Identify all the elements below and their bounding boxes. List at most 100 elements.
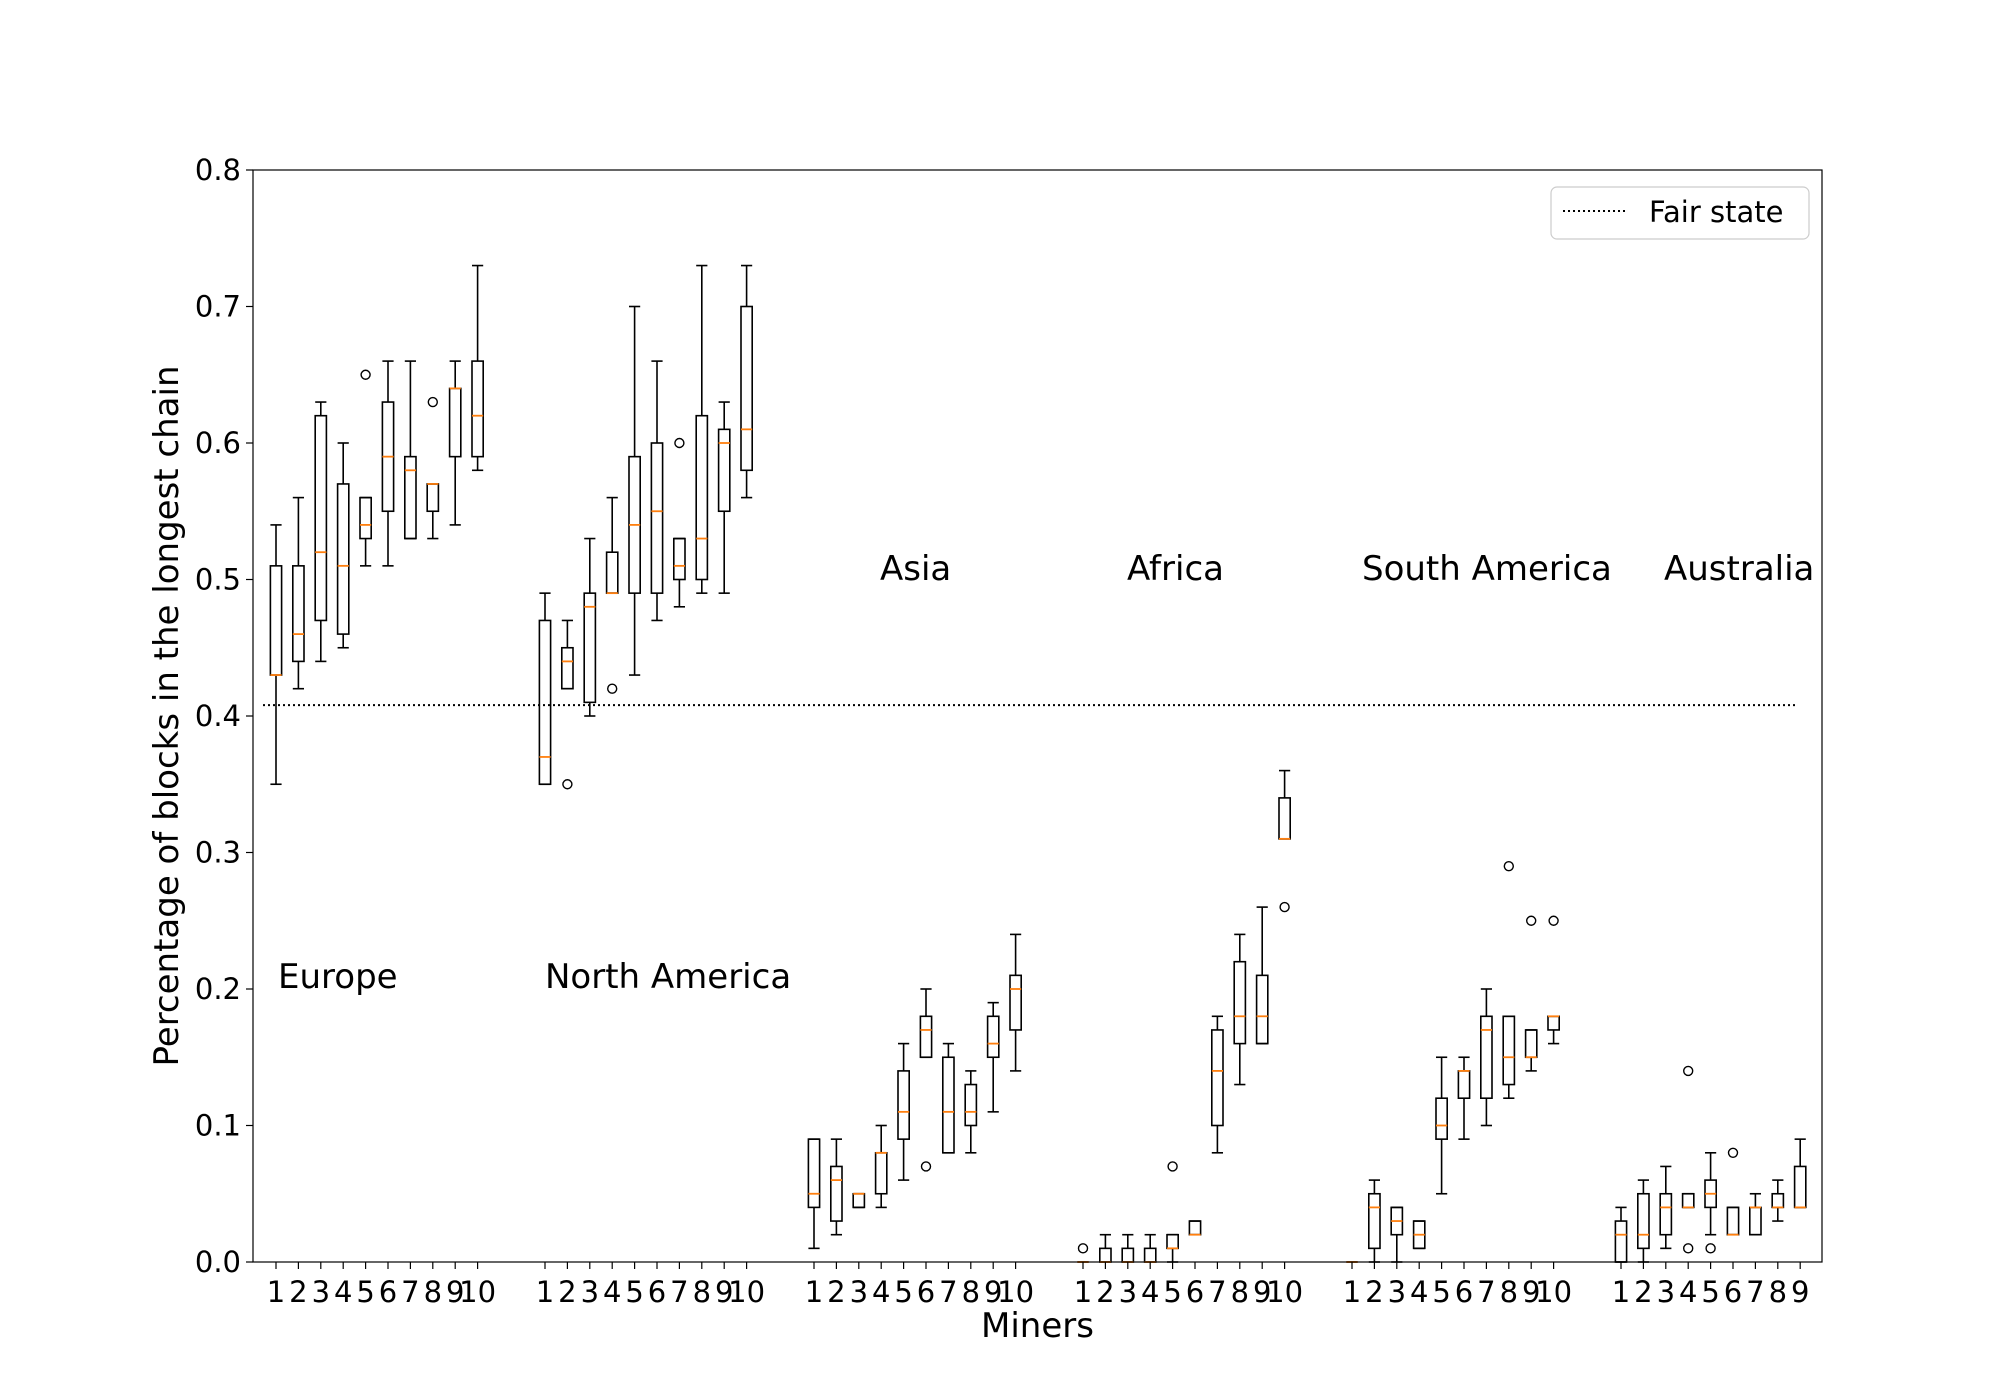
y-tick-label: 0.6 [195,426,241,460]
x-tick-label: 6 [1186,1275,1204,1309]
x-tick-label: 4 [872,1275,890,1309]
x-tick-label: 6 [917,1275,935,1309]
outlier-point [607,683,618,694]
box-australia-miner-6 [1726,1147,1740,1236]
box-iqr [1211,1029,1224,1127]
box-north-america-miner-7 [672,437,686,608]
box-iqr [897,1070,910,1140]
x-tick-label: 3 [312,1275,330,1309]
box-europe-miner-10 [471,264,484,472]
box-iqr [583,592,597,704]
x-tick-label: 2 [1365,1275,1383,1309]
box-africa-miner-6 [1188,1220,1202,1236]
x-tick-label: 10 [1266,1275,1303,1309]
box-australia-miner-8 [1771,1179,1785,1222]
x-tick-label: 5 [1432,1275,1450,1309]
legend-box [1550,186,1810,240]
box-africa-miner-8 [1233,933,1247,1086]
box-asia-miner-9 [986,1001,1000,1113]
outlier-point [1077,1243,1089,1254]
x-tick-label: 6 [648,1275,666,1309]
box-europe-miner-6 [381,360,395,567]
x-tick-label: 9 [1522,1275,1540,1309]
box-europe-miner-4 [336,442,350,649]
box-iqr [314,414,328,622]
x-tick-label: 9 [446,1275,464,1309]
x-tick-label: 4 [334,1275,352,1309]
legend-fair-state-label: Fair state [1649,195,1783,229]
y-tick-label: 0.2 [195,972,241,1006]
x-tick-label: 10 [997,1275,1034,1309]
x-tick-label: 10 [728,1275,765,1309]
box-iqr [560,646,574,690]
box-iqr [1233,960,1247,1045]
x-tick-label: 3 [850,1275,868,1309]
box-europe-miner-3 [314,401,328,663]
x-tick-label: 1 [1612,1275,1630,1309]
box-south-america-miner-9 [1524,915,1538,1072]
x-tick-label: 10 [459,1275,496,1309]
box-north-america-miner-8 [695,264,709,594]
box-iqr [1009,974,1022,1031]
x-tick-label: 8 [962,1275,980,1309]
x-tick-label: 1 [1074,1275,1092,1309]
x-tick-label: 1 [805,1275,823,1309]
box-iqr [1637,1192,1650,1250]
region-label-asia: Asia [880,549,951,589]
x-tick-label: 4 [1141,1275,1159,1309]
x-tick-label: 2 [1096,1275,1114,1309]
x-tick-label: 8 [1500,1275,1518,1309]
x-tick-label: 7 [670,1275,688,1309]
x-tick-label: 5 [894,1275,912,1309]
outlier-point [360,369,371,380]
x-tick-label: 6 [379,1275,397,1309]
box-iqr [359,496,372,540]
box-iqr [740,305,753,472]
x-axis: 1 2 3 4 5 6 7 8 910 1 2 3 4 5 6 7 8 910 1 2 3 4 5 6 7 8 910 1 2 3 4 5 6 7… [267,1262,1809,1309]
outlier-point [1705,1243,1716,1254]
x-tick-label: 9 [984,1275,1002,1309]
box-europe-miner-5 [359,369,372,567]
x-axis-title: Miners [981,1306,1094,1346]
outlier-point [1682,1243,1694,1254]
x-tick-label: 2 [827,1275,845,1309]
box-north-america-miner-5 [628,305,641,676]
box-europe-miner-2 [291,496,305,690]
x-tick-label: 1 [1343,1275,1361,1309]
x-tick-label: 3 [1119,1275,1137,1309]
box-africa-miner-10 [1278,769,1291,913]
y-tick-label: 0.8 [195,153,241,187]
box-iqr [403,455,417,540]
y-axis: 0.0 0.1 0.2 0.3 0.4 0.5 0.6 0.7 0.8 [195,153,253,1279]
box-europe-miner-8 [426,396,440,540]
box-iqr [1480,1015,1493,1099]
y-tick-label: 0.7 [195,290,241,324]
outlier-point [427,396,438,408]
x-tick-label: 4 [1410,1275,1428,1309]
x-tick-label: 6 [1724,1275,1742,1309]
box-africa-miner-7 [1211,1015,1224,1154]
box-south-america-miner-6 [1457,1056,1471,1140]
y-tick-label: 0.3 [195,836,241,870]
box-europe-miner-1 [269,524,283,786]
x-tick-label: 7 [1477,1275,1495,1309]
box-north-america-miner-1 [538,592,552,786]
x-tick-label: 10 [1535,1275,1572,1309]
x-tick-label: 2 [558,1275,576,1309]
box-iqr [1435,1097,1448,1140]
box-iqr [807,1138,821,1209]
box-iqr [919,1015,933,1059]
box-south-america-miner-4 [1412,1220,1426,1250]
box-iqr [695,414,709,581]
x-tick-label: 8 [424,1275,442,1309]
box-iqr [1255,974,1269,1045]
outlier-point [1279,901,1290,913]
x-tick-label: 4 [1679,1275,1697,1309]
box-asia-miner-8 [964,1070,978,1154]
box-south-america-miner-5 [1435,1056,1448,1195]
x-tick-label: 2 [289,1275,307,1309]
region-label-europe: Europe [278,957,398,997]
legend: Fair state [1550,186,1810,240]
box-asia-miner-10 [1009,933,1022,1072]
